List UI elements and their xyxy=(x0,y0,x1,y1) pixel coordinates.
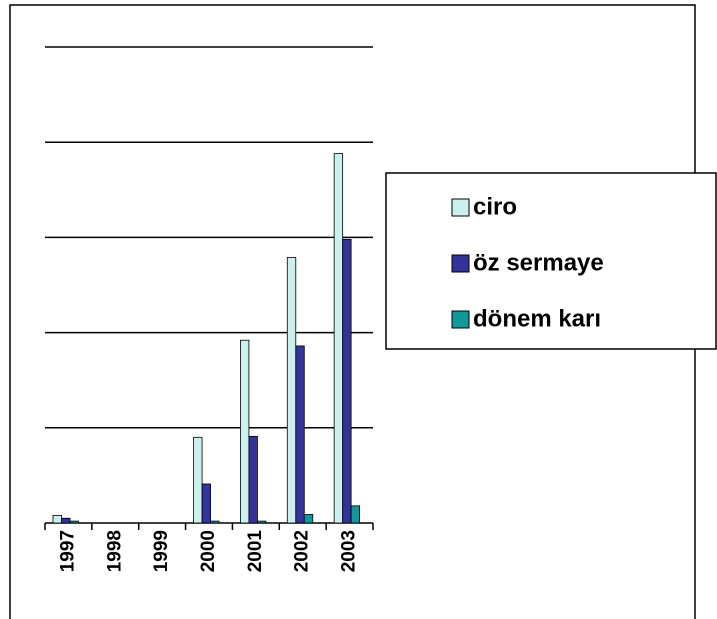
bar xyxy=(295,345,305,524)
bar xyxy=(61,517,71,524)
legend-swatch xyxy=(451,198,470,217)
x-tick-label: 2001 xyxy=(245,530,266,573)
bar xyxy=(201,483,211,524)
legend-label: ciro xyxy=(473,193,517,220)
bar xyxy=(286,256,297,524)
bar xyxy=(333,153,344,524)
legend-label: öz sermaye xyxy=(473,249,604,276)
bar xyxy=(257,520,267,524)
x-tick-label: 2000 xyxy=(198,530,219,572)
x-tick-label: 2003 xyxy=(339,530,360,572)
bar xyxy=(69,520,79,524)
x-tick-label: 1999 xyxy=(151,530,172,572)
bar xyxy=(303,514,314,524)
x-tick-label: 1998 xyxy=(104,530,125,572)
legend-swatch xyxy=(451,254,470,273)
bar xyxy=(210,520,220,524)
x-tick-label: 1997 xyxy=(57,530,78,572)
bar xyxy=(248,435,258,524)
bar xyxy=(342,238,352,524)
bar xyxy=(52,514,62,524)
bar xyxy=(193,436,203,524)
legend-swatch xyxy=(451,310,470,329)
bar xyxy=(240,339,250,524)
legend-box xyxy=(385,172,717,350)
legend-label: dönem karı xyxy=(473,305,601,332)
x-tick-label: 2002 xyxy=(292,530,313,572)
bar xyxy=(350,505,361,524)
